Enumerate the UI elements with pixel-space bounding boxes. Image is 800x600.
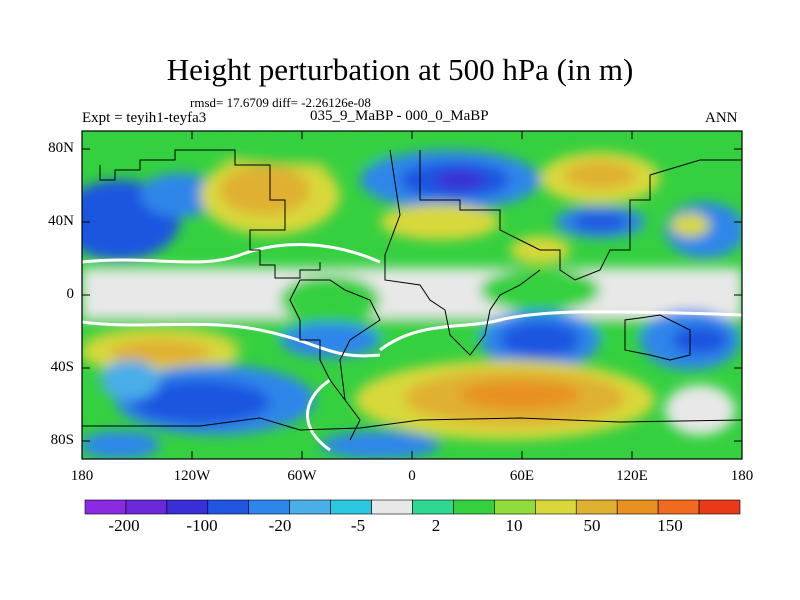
season-label: ANN <box>705 110 738 126</box>
lon-ticks <box>191 131 633 459</box>
lon-label-60w: 60W <box>287 468 317 484</box>
colorbar-swatch <box>248 499 290 515</box>
colorbar-swatch <box>166 499 209 515</box>
colorbar-swatch <box>494 499 536 515</box>
colorbar <box>84 499 741 515</box>
lat-label-40n: 40N <box>48 213 74 229</box>
colorbar-label: -20 <box>268 516 292 535</box>
lon-label-120w: 120W <box>173 468 211 484</box>
experiment-label: Expt = teyih1-teyfa3 <box>82 110 207 126</box>
colorbar-swatch <box>207 499 250 515</box>
colorbar-swatch <box>657 499 700 515</box>
colorbar-swatch <box>289 499 331 515</box>
case-label: 035_9_MaBP - 000_0_MaBP <box>310 108 489 124</box>
lat-ticks <box>82 148 742 442</box>
colorbar-swatch <box>575 499 618 515</box>
colorbar-swatch <box>453 499 495 515</box>
lat-label-80s: 80S <box>50 432 74 448</box>
colorbar-label: 2 <box>431 516 441 535</box>
lon-label-120e: 120E <box>616 468 648 484</box>
colorbar-label: -200 <box>108 516 140 535</box>
map-title: Height perturbation at 500 hPa (in m) <box>166 52 634 87</box>
lat-label-80n: 80N <box>48 140 74 156</box>
colorbar-swatch <box>412 499 454 515</box>
colorbar-swatch <box>616 499 659 515</box>
colorbar-label: 150 <box>657 516 683 535</box>
colorbar-swatch <box>535 499 577 515</box>
stats-text: rmsd= 17.6709 diff= -2.26126e-08 <box>190 95 371 110</box>
lat-label-40s: 40S <box>50 359 74 375</box>
colorbar-label: -5 <box>350 516 366 535</box>
coastlines <box>82 149 742 441</box>
contour-field <box>82 131 742 459</box>
colorbar-swatch <box>330 499 372 515</box>
colorbar-label: -100 <box>186 516 218 535</box>
lat-label-eq: 0 <box>66 286 75 302</box>
lon-label-0: 0 <box>408 468 416 484</box>
colorbar-swatch <box>84 499 127 515</box>
colorbar-swatch <box>371 499 413 515</box>
colorbar-label: 10 <box>505 516 523 535</box>
lon-label-60e: 60E <box>509 468 535 484</box>
colorbar-swatch <box>125 499 168 515</box>
colorbar-swatch <box>698 499 741 515</box>
lon-label-180e: 180 <box>730 468 754 484</box>
colorbar-label: 50 <box>583 516 601 535</box>
lon-label-180w: 180 <box>70 468 94 484</box>
